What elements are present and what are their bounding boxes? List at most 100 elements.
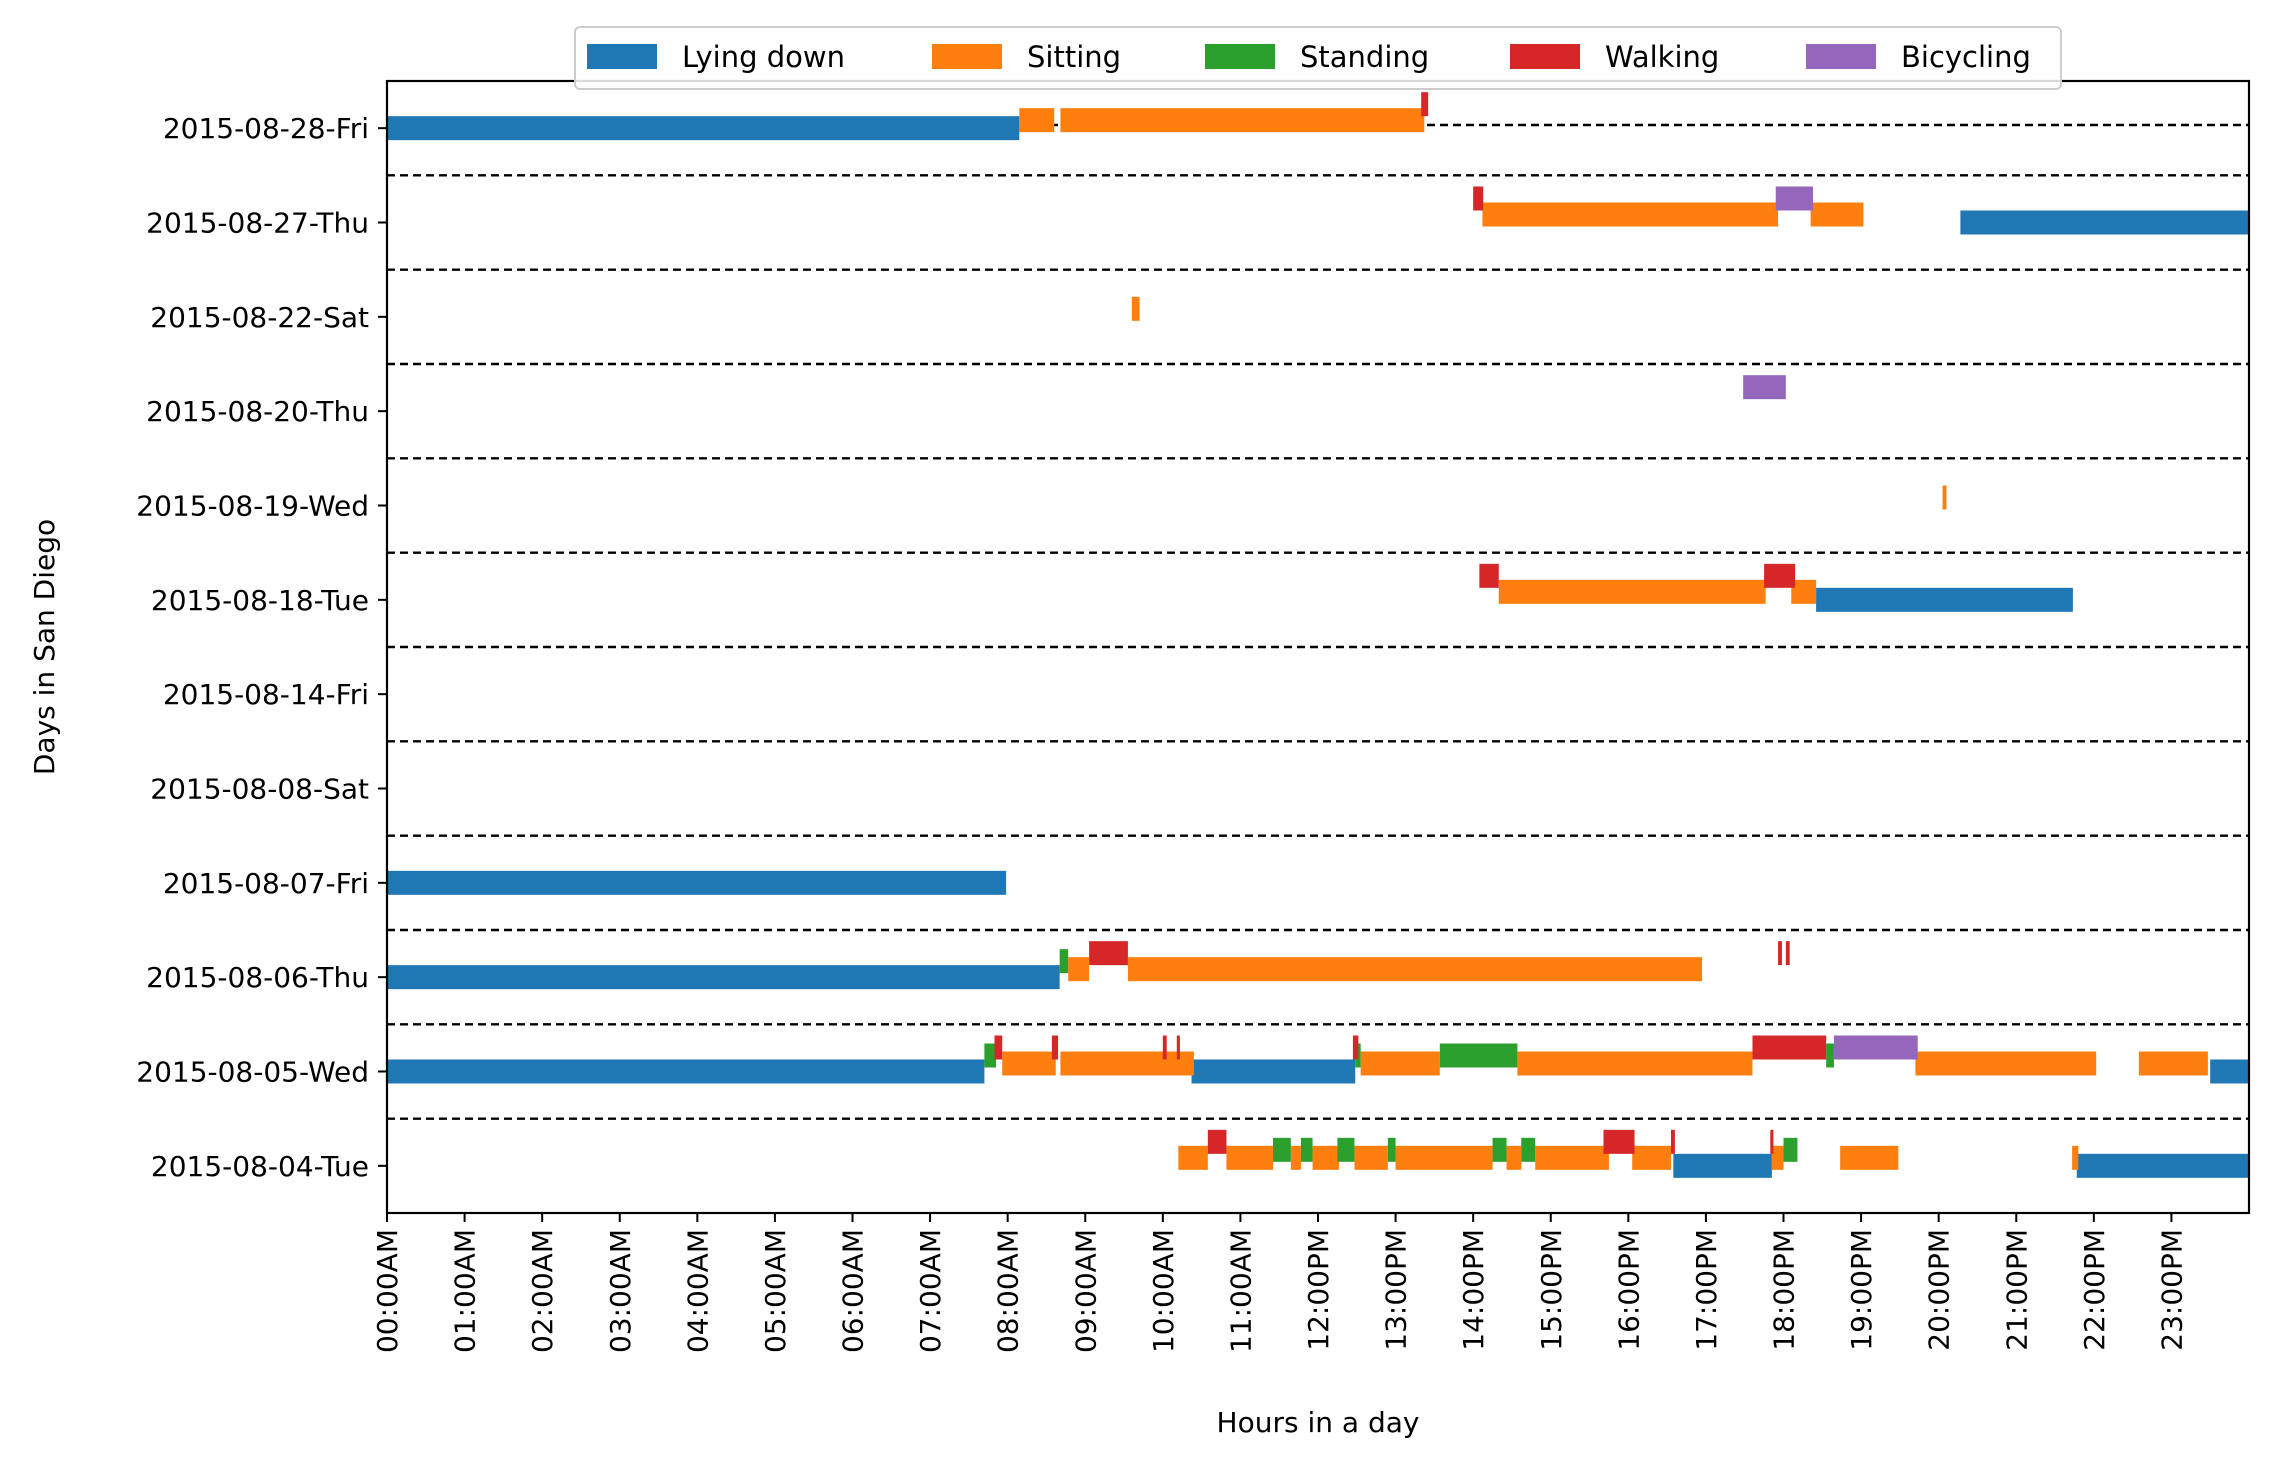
bar-walking [1352,1035,1359,1060]
bar-walking [1051,1035,1059,1060]
bar-lying-down [387,116,1020,141]
x-tick-label: 16:00PM [1612,1229,1645,1351]
bar-walking [1671,1129,1675,1154]
bar-lying-down [2076,1153,2249,1178]
bar-bicycling [1743,375,1786,400]
legend-label: Standing [1300,40,1429,74]
bar-standing [1826,1043,1834,1068]
bar-sitting [1771,1145,1784,1170]
row-separators [387,123,2249,1120]
bar-sitting [1354,1145,1388,1170]
legend-label: Bicycling [1901,40,2031,74]
x-tick-label: 03:00AM [604,1229,637,1353]
bar-sitting [1915,1051,2097,1076]
bar-walking [1785,941,1790,966]
bar-standing [1273,1137,1291,1162]
x-tick-label: 18:00PM [1768,1229,1801,1351]
bar-walking [1603,1129,1635,1154]
x-tick-label: 09:00AM [1069,1229,1102,1353]
bar-walking [1176,1035,1180,1060]
y-axis-label: Days in San Diego [28,519,61,775]
bar-sitting [1060,108,1425,133]
x-axis: 00:00AM 01:00AM 02:00AM 03:00AM 04:00AM 05:00… [371,1213,2188,1353]
legend-label: Lying down [682,40,845,74]
bar-standing [1387,1137,1396,1162]
x-tick-label: 12:00PM [1302,1229,1335,1351]
y-tick-label: 2015-08-27-Thu [146,207,369,240]
bar-lying-down [387,1059,985,1084]
y-tick-label: 2015-08-20-Thu [146,395,369,428]
x-tick-label: 02:00AM [526,1229,559,1353]
bar-lying-down [1960,210,2249,235]
bar-lying-down [1816,587,2073,612]
bar-walking [1162,1035,1167,1060]
bar-walking [1207,1129,1227,1154]
bar-standing [1439,1043,1518,1068]
x-tick-label: 20:00PM [1923,1229,1956,1351]
y-tick-label: 2015-08-07-Fri [163,867,369,900]
bar-lying-down [387,870,1007,895]
bar-walking [1752,1035,1827,1060]
bar-sitting [1127,957,1703,982]
x-tick-label: 15:00PM [1535,1229,1568,1351]
bar-sitting [1535,1145,1609,1170]
bar-standing [1337,1137,1355,1162]
bar-standing [1783,1137,1798,1162]
bar-bicycling [1775,186,1813,211]
bar-sitting [1131,296,1140,321]
activity-bars [387,92,2249,1178]
bar-standing [1492,1137,1507,1162]
y-tick-label: 2015-08-19-Wed [136,490,369,523]
bar-lying-down [2210,1059,2249,1084]
legend: Lying down Sitting Standing Walking Bicyclin… [574,26,2062,90]
bar-sitting [1360,1051,1440,1076]
bar-walking [1778,941,1782,966]
bar-sitting [1068,957,1090,982]
x-tick-label: 06:00AM [837,1229,870,1353]
bar-sitting [1019,108,1055,133]
legend-label: Walking [1605,40,1719,74]
bar-sitting [1810,202,1864,227]
bar-lying-down [1673,1153,1772,1178]
x-tick-label: 14:00PM [1457,1229,1490,1351]
bar-standing [1059,949,1069,974]
legend-swatch [587,44,657,69]
bar-walking [1770,1129,1774,1154]
legend-swatch [1806,44,1876,69]
x-tick-label: 07:00AM [914,1229,947,1353]
bar-standing [1300,1137,1313,1162]
x-tick-label: 11:00AM [1224,1229,1257,1353]
x-tick-label: 08:00AM [992,1229,1025,1353]
x-axis-label: Hours in a day [1217,1406,1420,1439]
bar-sitting [1942,485,1947,510]
legend-swatch [932,44,1002,69]
bar-walking [1479,563,1499,588]
bar-walking [1764,563,1796,588]
bar-walking [1473,186,1484,211]
y-tick-label: 2015-08-28-Fri [163,112,369,145]
bar-sitting [2072,1145,2079,1170]
bar-lying-down [387,965,1060,990]
x-tick-label: 17:00PM [1690,1229,1723,1351]
y-tick-label: 2015-08-05-Wed [136,1056,369,1089]
bar-sitting [1060,1051,1194,1076]
bar-sitting [1482,202,1779,227]
bar-sitting [1178,1145,1208,1170]
y-tick-label: 2015-08-18-Tue [151,584,369,617]
x-tick-label: 22:00PM [2078,1229,2111,1351]
x-tick-label: 04:00AM [681,1229,714,1353]
bar-sitting [1791,579,1817,604]
bar-sitting [1395,1145,1493,1170]
x-tick-label: 21:00PM [2000,1229,2033,1351]
legend-swatch [1205,44,1275,69]
x-tick-label: 10:00AM [1147,1229,1180,1353]
x-tick-label: 19:00PM [1845,1229,1878,1351]
bar-sitting [1517,1051,1753,1076]
bar-walking [1421,92,1429,117]
bar-walking [994,1035,1003,1060]
y-tick-label: 2015-08-14-Fri [163,678,369,711]
bar-sitting [1506,1145,1522,1170]
bar-bicycling [1833,1035,1918,1060]
x-tick-label: 01:00AM [449,1229,482,1353]
y-tick-label: 2015-08-08-Sat [150,773,369,806]
